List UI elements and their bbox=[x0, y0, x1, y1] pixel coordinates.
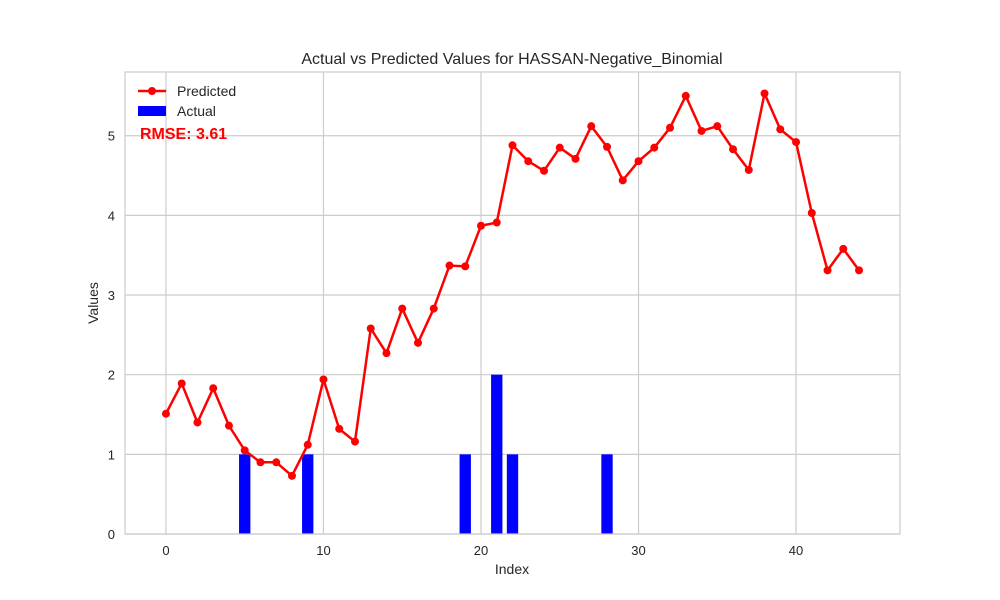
predicted-point bbox=[319, 375, 328, 384]
predicted-point bbox=[161, 409, 170, 418]
predicted-point bbox=[335, 424, 344, 433]
chart-title: Actual vs Predicted Values for HASSAN-Ne… bbox=[301, 51, 722, 68]
predicted-point bbox=[461, 262, 470, 271]
predicted-point bbox=[303, 440, 312, 449]
predicted-point bbox=[272, 458, 281, 467]
legend: Predicted Actual bbox=[138, 83, 236, 119]
predicted-point bbox=[555, 143, 564, 152]
legend-predicted-label: Predicted bbox=[177, 83, 236, 99]
y-tick-label: 2 bbox=[108, 368, 115, 383]
legend-actual-swatch bbox=[138, 106, 166, 116]
y-axis-label: Values bbox=[85, 282, 101, 324]
predicted-point bbox=[445, 261, 454, 270]
predicted-point bbox=[618, 176, 627, 185]
legend-actual-label: Actual bbox=[177, 103, 216, 119]
predicted-point bbox=[413, 338, 422, 347]
predicted-point bbox=[792, 138, 801, 147]
predicted-point bbox=[587, 122, 596, 131]
predicted-point bbox=[681, 91, 690, 100]
predicted-point bbox=[193, 418, 202, 427]
predicted-point bbox=[209, 384, 218, 393]
predicted-point bbox=[177, 379, 186, 388]
x-tick-label: 0 bbox=[162, 543, 169, 558]
predicted-point bbox=[697, 126, 706, 135]
predicted-point bbox=[760, 89, 769, 98]
x-tick-labels: 0 10 20 30 40 bbox=[162, 543, 803, 558]
predicted-point bbox=[855, 266, 864, 275]
predicted-point bbox=[366, 324, 375, 333]
predicted-point bbox=[398, 304, 407, 313]
predicted-point bbox=[807, 208, 816, 217]
predicted-point bbox=[571, 154, 580, 163]
predicted-point bbox=[476, 221, 485, 230]
predicted-point bbox=[429, 304, 438, 313]
y-tick-labels: 0 1 2 3 4 5 bbox=[108, 129, 115, 542]
predicted-point bbox=[776, 125, 785, 134]
y-tick-label: 4 bbox=[108, 208, 115, 223]
predicted-point bbox=[823, 266, 832, 275]
x-tick-label: 10 bbox=[316, 543, 330, 558]
x-tick-label: 30 bbox=[631, 543, 645, 558]
predicted-point bbox=[634, 157, 643, 166]
predicted-line-layer bbox=[161, 89, 864, 480]
actual-bar bbox=[601, 454, 613, 534]
predicted-point bbox=[508, 141, 517, 150]
actual-bar bbox=[239, 454, 251, 534]
actual-bar bbox=[506, 454, 519, 534]
plot-frame bbox=[124, 71, 901, 535]
predicted-point bbox=[603, 142, 612, 151]
y-tick-label: 3 bbox=[108, 288, 115, 303]
predicted-point bbox=[713, 122, 722, 131]
x-axis-label: Index bbox=[495, 561, 529, 577]
rmse-annotation: RMSE: 3.61 bbox=[140, 126, 227, 143]
x-tick-label: 40 bbox=[789, 543, 803, 558]
predicted-point bbox=[524, 157, 533, 166]
predicted-point bbox=[492, 218, 501, 227]
predicted-point bbox=[382, 349, 391, 358]
predicted-point bbox=[287, 471, 296, 480]
y-tick-label: 1 bbox=[108, 447, 115, 462]
predicted-point bbox=[240, 446, 249, 455]
predicted-point bbox=[256, 458, 265, 467]
actual-bar bbox=[459, 454, 471, 534]
predicted-point bbox=[744, 165, 753, 174]
predicted-point bbox=[224, 421, 233, 430]
predicted-point bbox=[650, 143, 659, 152]
y-tick-label: 5 bbox=[108, 129, 115, 144]
actual-bar bbox=[491, 374, 503, 534]
actual-bars bbox=[239, 374, 613, 534]
x-tick-label: 20 bbox=[474, 543, 488, 558]
predicted-point bbox=[729, 145, 738, 154]
predicted-point bbox=[540, 166, 549, 175]
predicted-point bbox=[350, 437, 359, 446]
predicted-point bbox=[666, 123, 675, 132]
y-tick-label: 0 bbox=[108, 527, 115, 542]
predicted-point bbox=[839, 244, 848, 253]
actual-bar bbox=[302, 454, 314, 534]
legend-predicted-marker bbox=[148, 87, 156, 95]
